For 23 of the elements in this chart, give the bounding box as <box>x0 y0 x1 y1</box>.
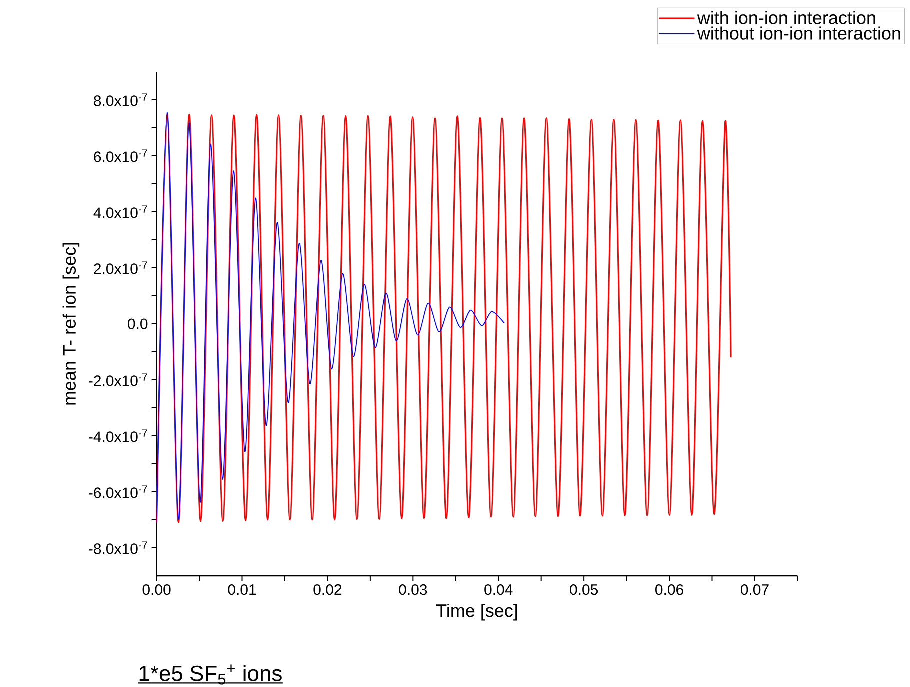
y-axis-title: mean T- ref ion [sec] <box>62 243 80 405</box>
y-tick-label: -2.0x10$^{-7}$ <box>89 374 148 386</box>
y-tick-label: 4.0x10$^{-7}$ <box>94 206 148 218</box>
line-series <box>156 112 505 524</box>
y-tick-label: 6.0x10$^{-7}$ <box>94 150 148 162</box>
x-tick-label: 0.03 <box>399 584 428 596</box>
y-tick-label: 2.0x10$^{-7}$ <box>94 262 148 274</box>
x-axis-title: Time [sec] <box>436 604 518 621</box>
y-tick-label: 0.0 <box>128 318 148 330</box>
line-series <box>156 113 732 524</box>
x-tick-label: 0.06 <box>656 584 684 596</box>
x-tick-label: 0.00 <box>142 584 171 596</box>
x-tick-label: 0.01 <box>228 584 256 596</box>
legend-label: without ion-ion interaction <box>697 26 900 40</box>
y-tick-label: -8.0x10$^{-7}$ <box>89 542 148 554</box>
x-tick-label: 0.05 <box>570 584 598 596</box>
y-tick-label: -6.0x10$^{-7}$ <box>89 486 148 498</box>
x-tick-label: 0.07 <box>740 584 769 596</box>
y-tick-label: -4.0x10$^{-7}$ <box>89 430 148 442</box>
y-tick-label: 8.0x10$^{-7}$ <box>94 94 148 106</box>
x-tick-label: 0.04 <box>484 584 513 596</box>
legend-label: with ion-ion interaction <box>697 11 876 24</box>
x-tick-label: 0.02 <box>314 584 342 596</box>
